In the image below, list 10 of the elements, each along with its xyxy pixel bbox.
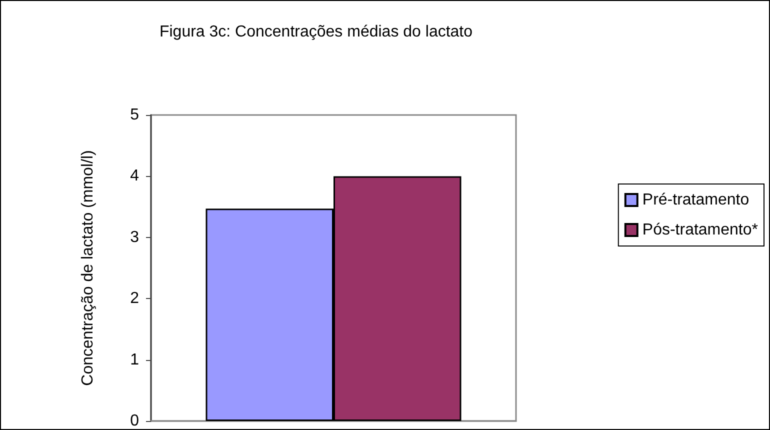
y-tick-label: 3 xyxy=(130,228,140,246)
y-tick-label: 2 xyxy=(130,290,140,308)
y-tick-label: 1 xyxy=(130,351,140,368)
legend-label: Pós-tratamento* xyxy=(642,222,758,238)
legend-label: Pré-tratamento xyxy=(642,192,750,208)
y-tick-label: 0 xyxy=(130,412,140,430)
y-axis-title: Concentração de lactato (mmol/l) xyxy=(80,150,96,386)
y-tick-label: 5 xyxy=(130,106,140,124)
chart-title: Figura 3c: Concentrações médias do lactato xyxy=(159,24,473,40)
y-tick-label: 4 xyxy=(130,168,140,185)
